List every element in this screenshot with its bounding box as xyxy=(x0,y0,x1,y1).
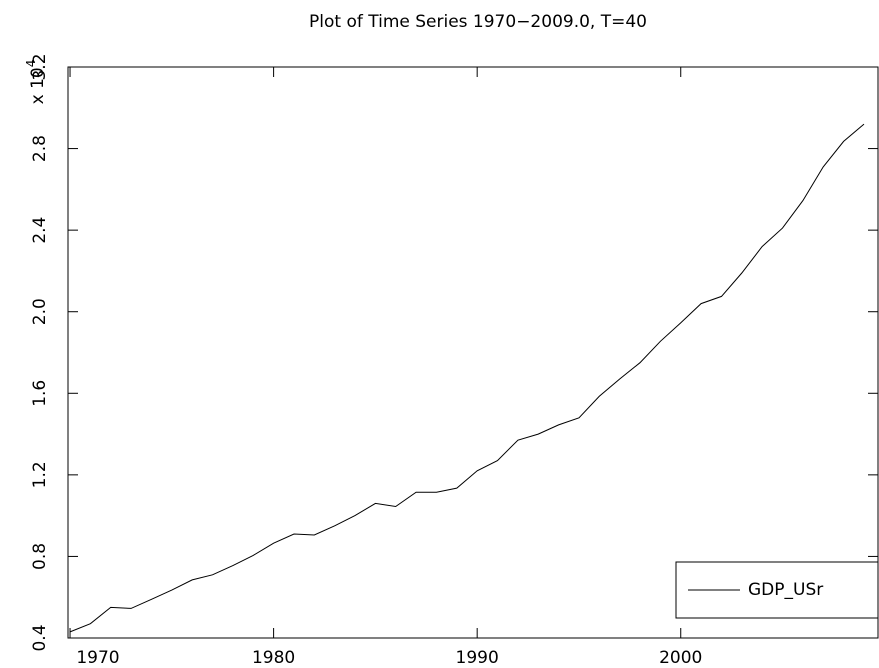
y-tick-label: 0.4 xyxy=(30,624,50,651)
y-multiplier-exponent: 4 xyxy=(24,60,38,68)
chart-title: Plot of Time Series 1970−2009.0, T=40 xyxy=(309,12,647,32)
plot-frame xyxy=(67,66,879,639)
y-tick-label: 1.6 xyxy=(30,380,50,407)
y-tick-label: 2.0 xyxy=(30,298,50,325)
x-tick-label: 2000 xyxy=(659,648,702,668)
y-tick-label: 2.8 xyxy=(30,135,50,162)
y-tick-label: 0.8 xyxy=(30,543,50,570)
x-tick-label: 1990 xyxy=(456,648,499,668)
y-tick-label: 1.2 xyxy=(30,461,50,488)
legend-label: GDP_USr xyxy=(748,580,823,600)
y-multiplier-base: x 10 xyxy=(28,67,48,104)
y-tick-label: 3.2 xyxy=(30,53,50,80)
series-line xyxy=(69,123,865,633)
y-multiplier: x 104 xyxy=(24,60,49,105)
x-tick-label: 1980 xyxy=(252,648,295,668)
x-tick-label: 1970 xyxy=(76,648,119,668)
y-tick-label: 2.4 xyxy=(30,217,50,244)
